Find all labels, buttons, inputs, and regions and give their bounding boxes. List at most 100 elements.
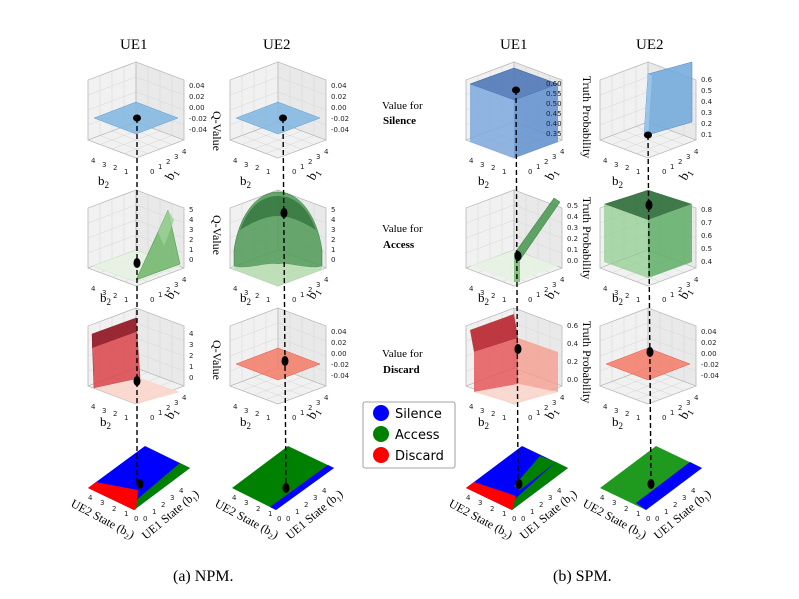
svg-text:4: 4 <box>469 285 474 293</box>
svg-text:3: 3 <box>614 161 618 169</box>
svg-text:0.2: 0.2 <box>567 235 578 243</box>
b2-label: b2 <box>478 414 489 431</box>
ue2-ticks: 4 3 2 1 0 <box>466 494 516 523</box>
svg-text:2: 2 <box>491 410 495 418</box>
svg-text:3: 3 <box>174 153 178 161</box>
svg-text:0.60: 0.60 <box>546 80 562 88</box>
svg-text:-0.04: -0.04 <box>331 126 350 134</box>
svg-text:1: 1 <box>670 409 674 417</box>
svg-text:3: 3 <box>316 153 320 161</box>
svg-text:0.45: 0.45 <box>546 110 562 118</box>
svg-text:1: 1 <box>158 291 162 299</box>
plot-spm-ue1-access: 0.5 0.4 0.3 0.2 0.1 0.0 4 3 2 1 0 1 2 3 … <box>465 189 579 304</box>
svg-text:2: 2 <box>166 286 170 294</box>
row-label-silence: Value for Silence <box>382 100 423 127</box>
b1-ticks: 0 1 2 3 4 <box>528 148 565 176</box>
svg-text:3: 3 <box>614 407 618 415</box>
marker-dot <box>281 356 289 366</box>
svg-text:b2: b2 <box>98 173 109 190</box>
svg-text:3: 3 <box>170 494 174 502</box>
svg-text:b1: b1 <box>304 165 324 183</box>
svg-text:4: 4 <box>560 148 565 156</box>
svg-text:1: 1 <box>189 246 193 254</box>
svg-text:b1: b1 <box>676 165 696 183</box>
z-label-npm-2: Q-Value <box>210 215 224 255</box>
svg-text:b1: b1 <box>542 165 562 183</box>
svg-text:-0.04: -0.04 <box>701 372 720 380</box>
plot-npm-ue1-access: 5 4 3 2 1 0 4 3 2 1 0 1 2 3 4 <box>87 189 194 304</box>
b2-ticks: 4 3 2 1 <box>91 403 128 422</box>
svg-text:1: 1 <box>636 510 640 518</box>
svg-text:-0.04: -0.04 <box>331 372 350 380</box>
svg-text:b2: b2 <box>478 290 489 307</box>
svg-text:2: 2 <box>166 158 170 166</box>
svg-text:4: 4 <box>182 394 187 402</box>
b2-ticks: 4 3 2 1 <box>233 285 270 304</box>
svg-text:3: 3 <box>174 281 178 289</box>
svg-text:3: 3 <box>480 407 484 415</box>
svg-text:0.00: 0.00 <box>189 104 205 112</box>
svg-text:1: 1 <box>536 291 540 299</box>
svg-text:2: 2 <box>673 501 677 509</box>
svg-text:2: 2 <box>113 410 117 418</box>
plot-spm-ue2-silence: 0.6 0.5 0.4 0.3 0.2 0.1 4 3 2 1 0 1 2 3 … <box>599 61 713 176</box>
svg-text:0: 0 <box>150 168 154 176</box>
svg-text:0.5: 0.5 <box>701 245 712 253</box>
svg-text:4: 4 <box>603 403 608 411</box>
svg-text:2: 2 <box>308 158 312 166</box>
svg-text:Access: Access <box>383 239 415 251</box>
b1-ticks: 0 1 2 3 4 <box>292 394 329 422</box>
z-ticks: 0.60 0.55 0.50 0.45 0.40 0.35 <box>546 80 562 138</box>
svg-text:0.6: 0.6 <box>701 232 713 240</box>
z-label-npm-3: Q-Value <box>210 340 224 380</box>
svg-text:3: 3 <box>244 289 248 297</box>
plot-npm-ue1-silence: 0.04 0.02 0.00 -0.02 -0.04 4 3 2 1 0 1 2… <box>87 61 208 176</box>
col-header-npm-ue1: UE1 <box>120 37 148 53</box>
svg-text:0.2: 0.2 <box>567 358 578 366</box>
svg-text:3: 3 <box>686 281 690 289</box>
b1-ticks: 0 1 2 3 4 <box>662 394 699 422</box>
svg-text:3: 3 <box>552 281 556 289</box>
caption-npm: (a) NPM. <box>173 568 233 585</box>
surface-discard-wall <box>474 338 518 392</box>
svg-text:0: 0 <box>286 515 290 523</box>
svg-text:1: 1 <box>502 296 506 304</box>
ue1-ticks: 0 1 2 3 4 <box>521 487 562 523</box>
svg-text:0: 0 <box>662 296 666 304</box>
b1-label: b1 <box>304 404 324 422</box>
svg-text:0: 0 <box>331 256 335 264</box>
b1-ticks: 0 1 2 3 4 <box>150 394 187 422</box>
svg-text:0.04: 0.04 <box>331 82 347 90</box>
plot-spm-ue1-discard: 0.6 0.4 0.2 0.0 4 3 2 1 0 1 2 3 4 <box>465 307 579 422</box>
svg-text:0.02: 0.02 <box>701 339 717 347</box>
ue2-ticks: 4 3 2 1 0 <box>88 494 138 523</box>
svg-text:2: 2 <box>256 505 260 513</box>
policy-map-spm-ue2: 4 3 2 1 0 0 1 2 3 4 UE2 State (b2) UE1 S… <box>581 446 714 542</box>
marker-dot <box>133 114 141 122</box>
svg-text:0: 0 <box>277 515 281 523</box>
svg-text:0.50: 0.50 <box>546 100 562 108</box>
svg-text:0.02: 0.02 <box>331 339 347 347</box>
b2-ticks: 4 3 2 1 <box>91 157 128 176</box>
svg-text:1: 1 <box>266 414 270 422</box>
plot-npm-ue2-discard: 0.04 0.02 0.00 -0.02 -0.04 4 3 2 1 0 1 2… <box>229 307 350 422</box>
svg-text:0.4: 0.4 <box>567 213 579 221</box>
svg-text:2: 2 <box>189 352 193 360</box>
svg-text:3: 3 <box>480 161 484 169</box>
svg-text:0.04: 0.04 <box>189 82 205 90</box>
svg-text:3: 3 <box>102 161 106 169</box>
svg-text:2: 2 <box>113 292 117 300</box>
b1-label: b1 <box>162 169 182 183</box>
svg-text:-0.02: -0.02 <box>331 115 349 123</box>
b2-label: b2 <box>100 290 111 307</box>
svg-text:2: 2 <box>166 404 170 412</box>
svg-text:1: 1 <box>266 168 270 176</box>
svg-text:3: 3 <box>478 499 482 507</box>
svg-text:2: 2 <box>304 501 308 509</box>
svg-text:2: 2 <box>308 286 312 294</box>
svg-text:4: 4 <box>603 285 608 293</box>
svg-text:b1: b1 <box>304 284 324 302</box>
ue1-ticks: 0 1 2 3 4 <box>286 487 327 523</box>
svg-text:4: 4 <box>691 487 696 495</box>
svg-text:b1: b1 <box>304 404 324 422</box>
